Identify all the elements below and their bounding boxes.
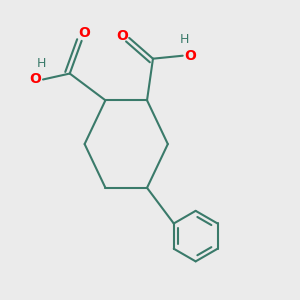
Text: H: H: [37, 57, 46, 70]
Text: O: O: [184, 49, 196, 63]
Text: O: O: [116, 29, 128, 44]
Text: O: O: [79, 26, 91, 40]
Text: H: H: [179, 33, 189, 46]
Text: O: O: [30, 73, 41, 86]
